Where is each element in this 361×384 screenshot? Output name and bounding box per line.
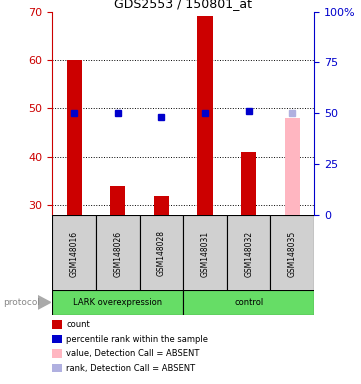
Bar <box>197 17 213 215</box>
Bar <box>183 215 227 292</box>
Bar <box>140 215 183 292</box>
Polygon shape <box>38 296 51 309</box>
Text: protocol: protocol <box>4 298 40 307</box>
Bar <box>52 290 183 315</box>
Bar <box>66 60 82 215</box>
Bar <box>52 215 96 292</box>
Text: GSM148028: GSM148028 <box>157 230 166 276</box>
Bar <box>241 152 256 215</box>
Bar <box>96 215 140 292</box>
Title: GDS2553 / 150801_at: GDS2553 / 150801_at <box>114 0 252 10</box>
Text: GSM148031: GSM148031 <box>200 230 209 276</box>
Text: GSM148032: GSM148032 <box>244 230 253 276</box>
Bar <box>270 215 314 292</box>
Text: LARK overexpression: LARK overexpression <box>73 298 162 307</box>
Text: count: count <box>66 320 90 329</box>
Text: rank, Detection Call = ABSENT: rank, Detection Call = ABSENT <box>66 364 195 373</box>
Bar <box>284 118 300 215</box>
Bar <box>183 290 314 315</box>
Bar <box>227 215 270 292</box>
Text: value, Detection Call = ABSENT: value, Detection Call = ABSENT <box>66 349 199 358</box>
Text: GSM148026: GSM148026 <box>113 230 122 276</box>
Bar <box>110 186 125 215</box>
Text: GSM148016: GSM148016 <box>70 230 79 276</box>
Text: control: control <box>234 298 263 307</box>
Text: percentile rank within the sample: percentile rank within the sample <box>66 334 208 344</box>
Text: GSM148035: GSM148035 <box>288 230 297 276</box>
Bar <box>154 196 169 215</box>
